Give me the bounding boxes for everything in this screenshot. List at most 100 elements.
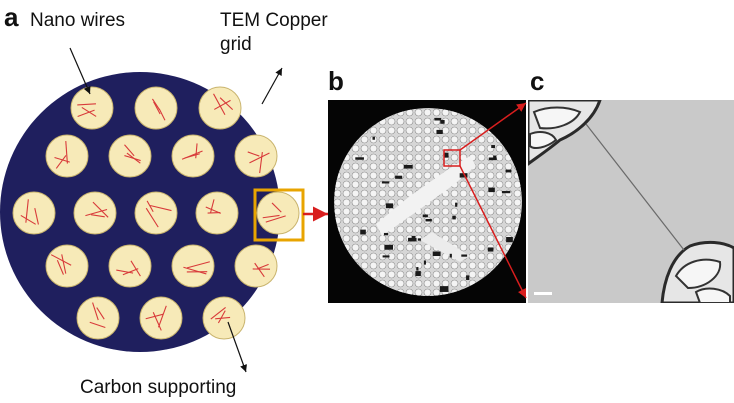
debris-speck <box>436 129 443 135</box>
panel-c: c <box>528 66 734 303</box>
nanowire <box>205 206 221 214</box>
nanowire <box>265 215 286 223</box>
nanowire <box>259 151 263 174</box>
nanowire <box>217 310 226 324</box>
nanowire <box>90 214 105 218</box>
carbon-supporting-label: Carbon supporting <box>80 377 236 398</box>
debris-speck <box>449 253 452 258</box>
nanowire <box>219 97 234 111</box>
nanowire <box>55 155 67 169</box>
nanowire <box>151 98 160 110</box>
nanowire <box>186 261 210 269</box>
debris-speck <box>411 235 416 242</box>
nanowire <box>145 207 159 228</box>
nanowire <box>249 152 270 164</box>
carbon-pointer-arrow <box>227 321 247 373</box>
nanowire <box>77 103 96 106</box>
grid-hole <box>139 296 183 340</box>
debris-speck <box>381 181 390 184</box>
debris-speck <box>382 255 390 258</box>
nanowire <box>183 266 207 275</box>
debris-speck <box>440 120 445 124</box>
debris-speck <box>466 275 470 280</box>
grid-hole <box>256 191 300 235</box>
debris-speck <box>459 173 468 178</box>
nanowire <box>213 93 226 115</box>
debris-speck <box>423 260 426 265</box>
nanowire <box>214 99 231 110</box>
scale-bar <box>534 292 552 295</box>
nanowire-strand <box>585 123 685 251</box>
nanowire <box>92 302 99 321</box>
panel-b: b <box>328 66 527 303</box>
nanowire <box>77 109 95 117</box>
grid-hole <box>108 244 152 288</box>
nanowire <box>124 144 135 157</box>
nanowire <box>157 305 167 328</box>
nanowire <box>34 208 39 225</box>
nanowire <box>124 155 141 162</box>
panel-letter-a: a <box>4 2 19 32</box>
nanowire <box>247 151 260 157</box>
nanowire <box>61 254 67 274</box>
nanowire <box>153 101 161 115</box>
nanowire <box>146 200 154 212</box>
nanowire <box>210 199 215 213</box>
debris-speck <box>444 152 449 158</box>
nanowire <box>92 201 109 218</box>
debris-speck <box>487 247 494 252</box>
tem-grid-pointer-arrow <box>261 67 283 105</box>
nanowire <box>81 106 97 117</box>
debris-speck <box>461 254 468 257</box>
panel-letter-b: b <box>328 66 344 96</box>
panel-letter-c: c <box>530 66 544 96</box>
nanowire <box>96 307 105 320</box>
grid-hole <box>70 86 114 130</box>
nanowire <box>271 202 282 213</box>
nanowire <box>65 140 68 164</box>
debris-speck <box>493 155 497 159</box>
nanowire <box>210 307 226 320</box>
debris-speck <box>416 267 419 271</box>
nanowire <box>50 254 72 266</box>
debris-speck <box>455 202 458 207</box>
zoom-line-top <box>459 102 527 151</box>
debris-speck <box>360 229 366 235</box>
debris-speck <box>372 136 375 140</box>
nanowire <box>130 260 141 277</box>
debris-speck <box>395 175 403 179</box>
debris-speck <box>506 237 513 243</box>
nanowire <box>215 316 231 320</box>
tem-copper-label: TEM Copper <box>220 10 328 31</box>
nanowire <box>149 204 172 212</box>
micrograph-b-image <box>334 108 522 296</box>
debris-speck <box>491 145 495 149</box>
debris-speck <box>432 251 441 257</box>
debris-speck <box>452 215 456 220</box>
debris-speck <box>501 191 511 194</box>
nanowire <box>89 321 106 329</box>
grid-hole <box>234 244 278 288</box>
nanowires-label: Nano wires <box>30 10 125 31</box>
nanowires-pointer-arrow <box>69 47 91 95</box>
tem-grid-label: grid <box>220 34 252 55</box>
debris-speck <box>384 244 394 250</box>
debris-speck <box>355 157 364 160</box>
debris-speck <box>403 164 413 169</box>
debris-speck <box>439 286 449 292</box>
debris-speck <box>434 117 442 121</box>
debris-speck <box>383 232 389 236</box>
nanowire <box>262 214 280 219</box>
grid-hole <box>234 134 278 178</box>
grid-hole <box>12 191 56 235</box>
debris-speck <box>425 218 432 222</box>
nanowire <box>56 259 64 275</box>
nanowire <box>152 312 162 331</box>
nanowire <box>116 269 134 274</box>
grid-hole <box>198 86 242 130</box>
nanowire <box>254 262 265 278</box>
nanowire <box>181 150 203 160</box>
grid-hole <box>134 191 178 235</box>
debris-speck <box>488 187 495 193</box>
